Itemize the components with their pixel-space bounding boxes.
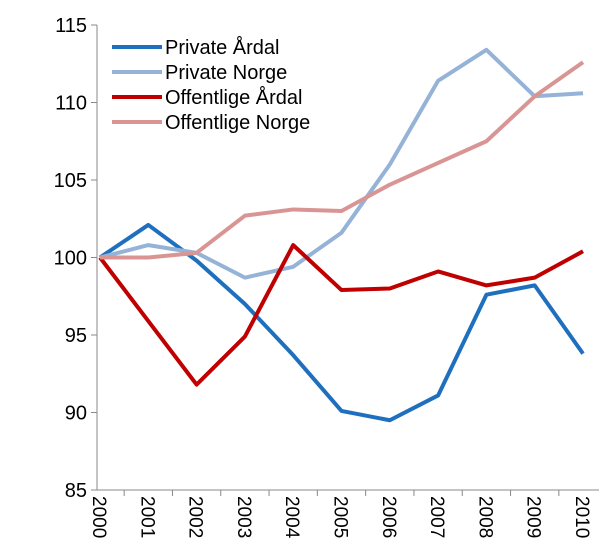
- y-tick-label: 95: [65, 325, 87, 347]
- y-tick-label: 100: [54, 248, 87, 270]
- legend-label: Offentlige Norge: [165, 112, 310, 134]
- x-tick-label: 2005: [330, 496, 351, 538]
- legend-label: Private Norge: [165, 62, 287, 84]
- series-line: [100, 60, 585, 260]
- series-line: [99, 47, 584, 280]
- y-tick-label: 90: [65, 403, 87, 425]
- x-tick-label: 2008: [474, 496, 495, 538]
- x-tick-label: 2004: [281, 496, 302, 539]
- legend-label: Private Årdal: [165, 36, 280, 59]
- y-tick-label: 85: [65, 480, 87, 502]
- y-tick-label: 115: [55, 15, 87, 37]
- x-tick-label: 2000: [88, 496, 109, 538]
- x-tick-label: 2007: [426, 496, 447, 538]
- x-tick-label: 2009: [523, 496, 544, 538]
- x-tick-label: 2006: [378, 496, 399, 538]
- series-line: [98, 243, 584, 387]
- x-tick-label: 2002: [185, 496, 206, 538]
- y-tick-label: 110: [55, 93, 87, 115]
- x-tick-label: 2003: [233, 496, 254, 538]
- x-tick-label: 2001: [136, 496, 157, 538]
- y-tick-label: 105: [54, 170, 87, 192]
- legend-label: Offentlige Årdal: [165, 86, 303, 109]
- x-tick-label: 2010: [571, 496, 592, 538]
